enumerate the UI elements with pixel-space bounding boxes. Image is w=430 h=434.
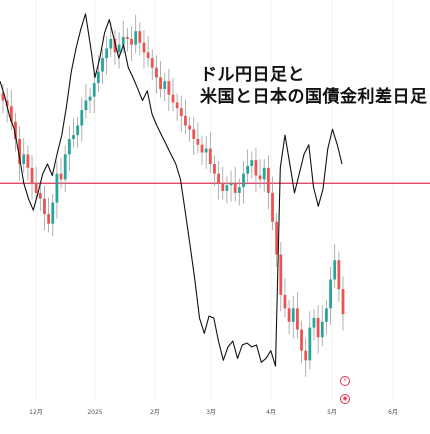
candle-body (146, 52, 150, 59)
candle-body (155, 67, 158, 78)
candle-body (279, 254, 283, 295)
candle-body (325, 308, 328, 322)
candle-body (63, 154, 67, 180)
x-tick-label: 2025 (87, 409, 102, 416)
candle-body (113, 38, 117, 53)
candle-body (47, 214, 51, 224)
x-tick-label: 6月 (388, 409, 398, 416)
candle-body (159, 77, 162, 89)
candle-body (5, 100, 9, 107)
chart-title-line-2: 米国と日本の国債金利差日足 (200, 87, 428, 107)
candle-body (175, 102, 179, 109)
candle-body (134, 31, 138, 45)
candle-body (208, 148, 212, 164)
x-tick-label: 12月 (29, 409, 43, 416)
candle-body (101, 58, 104, 72)
candle-body (258, 175, 262, 180)
candle-body (125, 36, 129, 39)
candle-body (312, 318, 316, 328)
candle-body (237, 187, 241, 193)
candle-body (80, 110, 84, 126)
candle-body (34, 183, 38, 193)
candle-body (84, 100, 88, 111)
candle-body (320, 321, 324, 338)
candle-body (130, 38, 133, 45)
candle-body (142, 42, 146, 53)
x-tick-label: 3月 (206, 409, 216, 416)
candle-body (337, 260, 341, 290)
x-tick-label: 4月 (266, 409, 276, 416)
candle-body (38, 192, 42, 199)
candle-body (43, 198, 46, 215)
candle-body (121, 36, 125, 45)
candle-body (295, 308, 299, 330)
dividend-icon[interactable]: ◉ (340, 394, 350, 404)
candle-body (59, 173, 63, 180)
candle-body (275, 221, 279, 255)
candle-body (26, 154, 30, 168)
candle-body (200, 144, 204, 153)
candle-body (341, 289, 345, 315)
series-line-spread (0, 13, 343, 367)
candle-body (18, 138, 21, 164)
lightning-icon[interactable]: ⚡ (340, 376, 350, 386)
candle-body (117, 44, 121, 53)
candle-body (105, 48, 109, 59)
candle-body (229, 183, 233, 186)
candle-body (329, 279, 332, 309)
candle-body (67, 138, 71, 155)
candle-body (96, 71, 100, 84)
candle-body (72, 135, 75, 139)
candle-body (30, 167, 34, 184)
candle-body (304, 350, 308, 361)
candle-body (51, 202, 55, 224)
candle-body (184, 115, 187, 126)
candle-body (287, 308, 291, 322)
candle-body (291, 308, 295, 322)
candle-body (192, 129, 196, 139)
chart-title-line-1: ドル円日足と (200, 65, 305, 85)
candle-body (163, 81, 167, 89)
candle-body (250, 160, 254, 166)
candle-body (188, 125, 191, 130)
x-tick-label: 5月 (327, 409, 337, 416)
candle-body (9, 106, 13, 122)
candle-body (22, 154, 26, 164)
candle-body (262, 167, 266, 180)
candle-body (221, 183, 225, 191)
candle-body (283, 294, 287, 309)
candle-body (196, 138, 200, 145)
candle-body (171, 94, 175, 103)
candle-body (14, 121, 17, 139)
candle-body (217, 173, 221, 184)
candle-body (1, 92, 5, 101)
candle-body (225, 185, 229, 191)
candle-body (109, 38, 113, 49)
candle-body (242, 173, 245, 188)
candle-body (233, 183, 237, 193)
candle-body (204, 148, 208, 153)
candle-body (88, 96, 92, 101)
candle-body (300, 329, 303, 351)
candle-body (150, 58, 154, 68)
candle-body (138, 31, 142, 43)
candle-body (316, 318, 320, 338)
candle-body (254, 160, 258, 176)
candle-body (167, 81, 171, 95)
candle-body (76, 125, 80, 136)
candle-body (266, 167, 270, 193)
x-tick-label: 2月 (150, 409, 160, 416)
candle-body (308, 327, 312, 361)
candle-body (179, 108, 183, 116)
candle-body (92, 83, 96, 97)
candle-body (271, 192, 274, 222)
candle-body (213, 164, 216, 174)
candle-body (333, 260, 337, 280)
candle-body (246, 165, 250, 174)
candle-body (55, 173, 59, 203)
